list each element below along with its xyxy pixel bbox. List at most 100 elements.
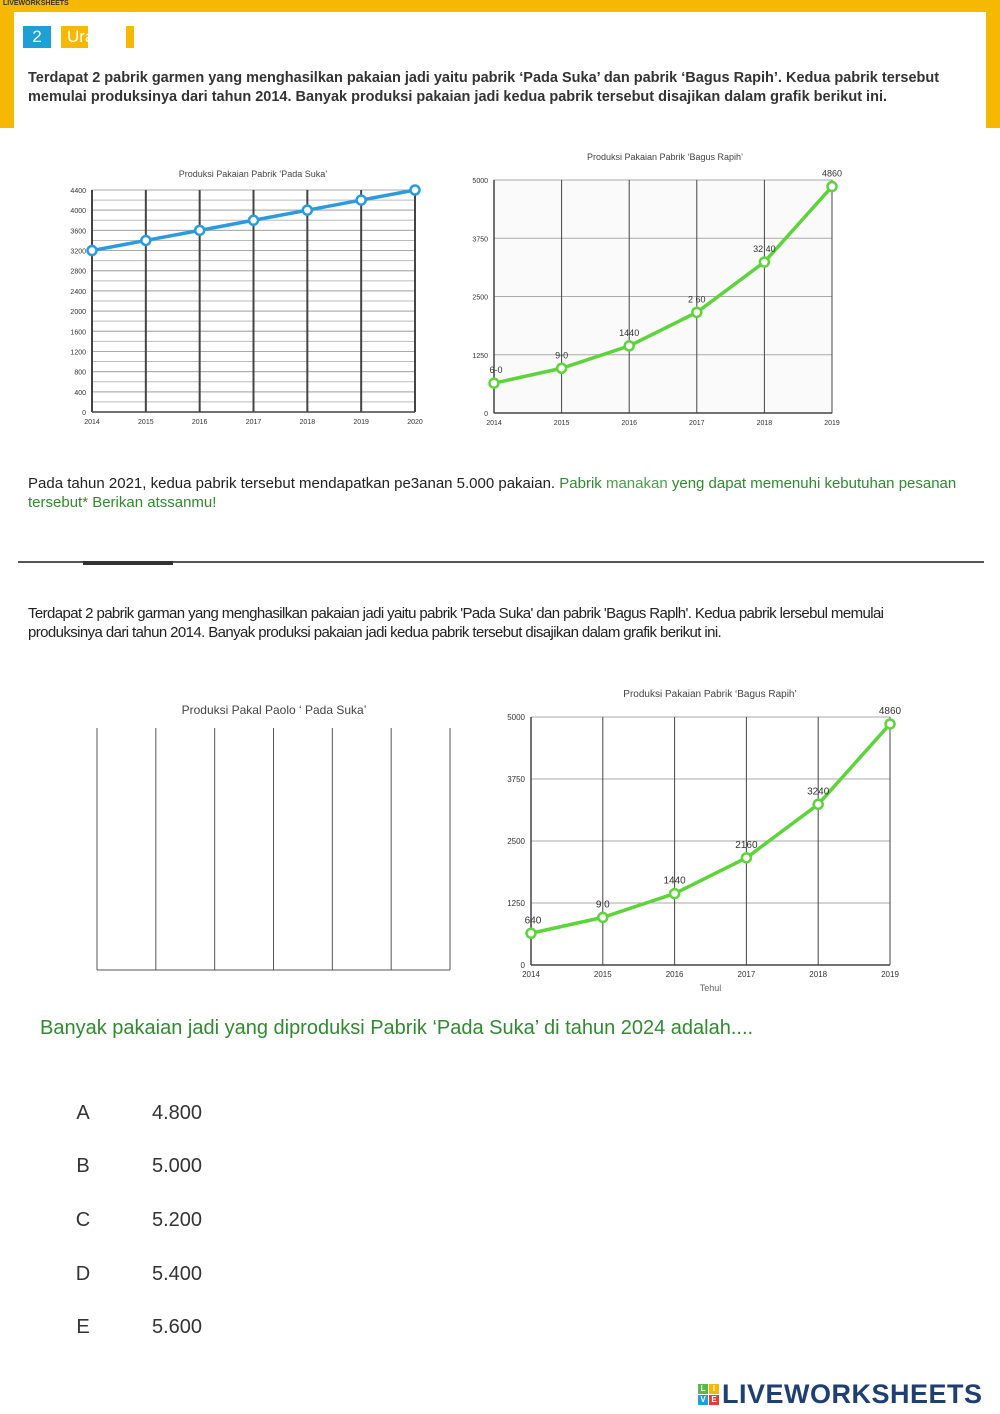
chart-title: Produksi Pakaian Pabrik ‘Bagus Rapih’	[623, 689, 796, 700]
x-tick-label: 2015	[138, 419, 154, 426]
x-tick-label: 2018	[809, 970, 827, 979]
y-tick-label: 3750	[472, 236, 488, 243]
y-tick-label: 5000	[472, 178, 488, 185]
question-text: Banyak pakaian jadi yang diproduksi Pabr…	[40, 1017, 754, 1039]
chart-title: Produksi Pakaian Pabrik ‘Bagus Rapih’	[587, 152, 743, 162]
top-banner	[0, 0, 1000, 12]
series-line	[530, 722, 892, 935]
chart-pada-suka: Produksi Pakaian Pabrik ‘Pada Suka’ 0 400 8…	[70, 169, 423, 426]
x-tick-label: 2016	[666, 970, 684, 979]
data-point	[740, 852, 753, 864]
y-tick-label: 2000	[70, 309, 86, 316]
chart-bagus-rapih-2: Produksi Pakaian Pabrik ‘Bagus Rapih’ 0 12…	[507, 689, 902, 993]
x-tick-label: 2019	[353, 419, 369, 426]
logo-text: LIVEWORKSHEETS	[722, 1378, 983, 1409]
x-tick-label: 2017	[738, 970, 756, 979]
x-tick-label: 2015	[594, 970, 612, 979]
data-label: 1440	[619, 328, 639, 338]
y-tick-label: 0	[484, 411, 488, 418]
x-tick-label: 2018	[757, 420, 773, 427]
data-point	[488, 377, 500, 389]
task-text: Pada tahun 2021, kedua pabrik tersebut m…	[28, 475, 556, 492]
data-point	[140, 234, 152, 247]
x-tick-label: 2020	[407, 419, 423, 426]
data-point	[247, 214, 260, 227]
option-value[interactable]: 5.200	[152, 1209, 203, 1231]
x-tick-label: 2019	[824, 420, 840, 427]
data-point	[193, 224, 206, 237]
option-value[interactable]: 5.600	[152, 1316, 203, 1338]
y-tick-label: 2500	[472, 295, 488, 302]
x-tick-label: 2016	[621, 420, 637, 427]
intro-paragraph: Terdapat 2 pabrik garmen yang menghasilk…	[28, 70, 940, 105]
x-tick-label: 2014	[522, 970, 540, 979]
option-value[interactable]: 5.000	[152, 1155, 203, 1177]
data-label: 2 60	[688, 294, 706, 304]
y-tick-label: 4000	[70, 208, 86, 215]
y-tick-label: 4400	[70, 188, 86, 195]
divider-accent	[83, 561, 173, 565]
chart-title: Produksi Pakaian Pabrik ‘Pada Suka’	[179, 169, 328, 179]
intro-paragraph-2: Terdapat 2 pabrik garman yang menghasilk…	[28, 605, 884, 641]
data-point	[86, 244, 98, 257]
task-text-green: Pabrik	[559, 475, 602, 492]
data-point	[812, 798, 824, 811]
data-point	[623, 340, 635, 352]
y-tick-label: 0	[82, 410, 86, 417]
series-line	[493, 185, 834, 385]
data-point	[691, 306, 703, 319]
data-label: 32 40	[753, 244, 776, 254]
data-point	[597, 911, 609, 924]
y-tick-label: 800	[74, 370, 86, 377]
data-label: 9-0	[555, 350, 568, 360]
y-tick-label: 3750	[507, 775, 525, 784]
data-label: 4860	[879, 706, 902, 717]
x-tick-label: 2016	[192, 419, 208, 426]
data-label: 2160	[735, 840, 758, 851]
watermark-text: LIVEWORKSHEETS	[3, 0, 69, 7]
data-point	[525, 927, 537, 940]
x-tick-label: 2014	[84, 419, 100, 426]
option-letter[interactable]: D	[75, 1263, 91, 1285]
data-point	[826, 180, 838, 193]
option-letter[interactable]: B	[76, 1155, 90, 1177]
y-tick-label: 1250	[507, 899, 525, 908]
option-letter[interactable]: C	[75, 1209, 91, 1231]
y-tick-label: 5000	[507, 713, 525, 722]
option-value[interactable]: 5.400	[152, 1263, 203, 1285]
y-tick-label: 400	[74, 390, 86, 397]
task-text-lightgreen: manakan	[605, 475, 668, 492]
y-tick-label: 2500	[507, 837, 525, 846]
data-point	[555, 362, 568, 375]
data-point	[758, 256, 771, 268]
option-letter[interactable]: A	[76, 1102, 90, 1124]
x-tick-label: 2018	[300, 419, 316, 426]
chart-pada-suka-empty[interactable]: Produksi Pakal Paolo ‘ Pada Suka’	[80, 695, 470, 980]
chart-bagus-rapih: Produksi Pakaian Pabrik ‘Bagus Rapih’ 0 12…	[472, 152, 842, 427]
y-tick-label: 0	[521, 961, 526, 970]
data-label: 3240	[807, 786, 830, 797]
task-text-green-2: yeng dapat memenuhi kebutuhan pesanan te…	[28, 475, 957, 511]
y-tick-label: 3600	[70, 228, 86, 235]
option-value[interactable]: 4.800	[152, 1102, 203, 1124]
question-type-badge-end	[126, 26, 134, 48]
question-type-badge: Ura	[61, 26, 94, 48]
task-paragraph: Pada tahun 2021, kedua pabrik tersebut m…	[28, 474, 958, 512]
x-tick-label: 2017	[246, 419, 262, 426]
y-tick-label: 1250	[472, 353, 488, 360]
y-tick-label: 1200	[70, 349, 86, 356]
x-tick-label: 2014	[486, 420, 502, 427]
data-point	[301, 204, 314, 216]
data-label: 640	[525, 915, 542, 926]
chart-title: Produksi Pakal Paolo ‘ Pada Suka’	[182, 703, 367, 717]
option-letter[interactable]: E	[76, 1316, 90, 1338]
data-point	[884, 718, 896, 730]
x-tick-label: 2015	[554, 420, 570, 427]
data-point	[355, 194, 367, 206]
data-label: 4860	[822, 169, 842, 179]
y-tick-label: 2800	[70, 269, 86, 276]
right-border	[986, 12, 1000, 128]
question-number-badge: 2	[23, 26, 51, 48]
